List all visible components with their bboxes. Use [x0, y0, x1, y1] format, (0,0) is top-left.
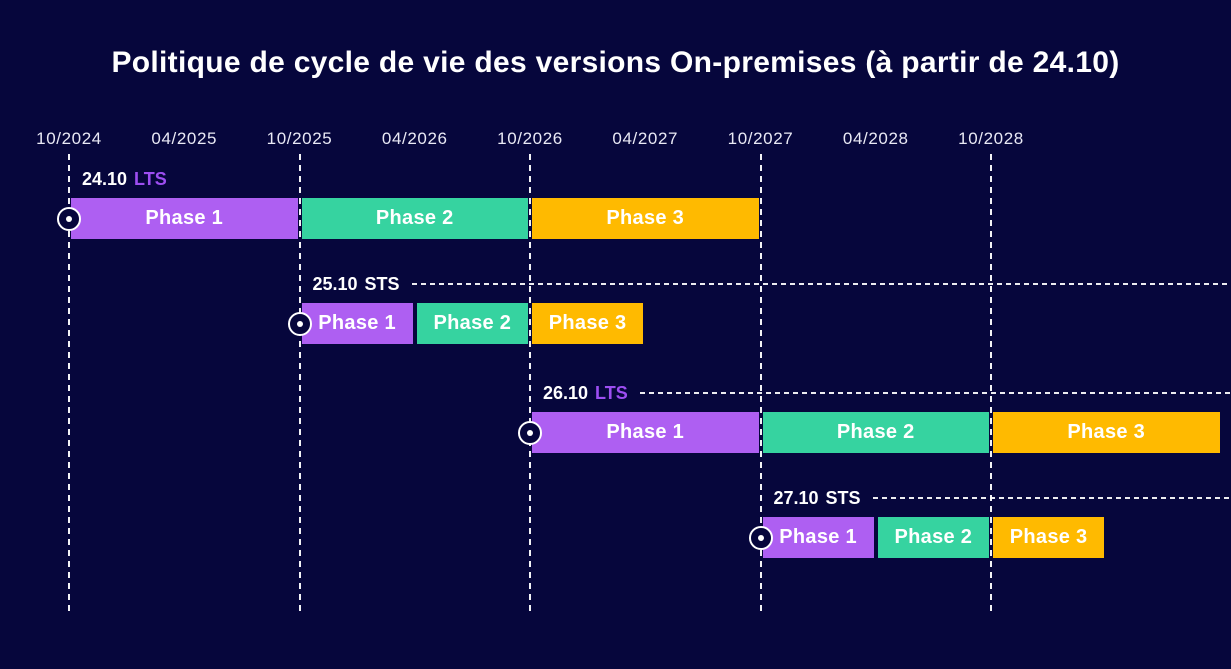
- channel-badge: LTS: [595, 383, 628, 403]
- marker-dot-icon: [527, 429, 533, 436]
- row-label-25.10: 25.10 STS: [313, 274, 400, 294]
- marker-dot-icon: [296, 320, 303, 327]
- release-start-marker: [57, 206, 81, 231]
- release-start-marker: [287, 311, 312, 336]
- channel-badge: STS: [825, 488, 861, 508]
- marker-dot-icon: [66, 215, 72, 222]
- axis-tick-label: 04/2025: [151, 129, 218, 148]
- version-number: 27.10: [773, 488, 819, 508]
- axis-tick-label: 10/2027: [727, 129, 794, 148]
- axis-tick-label: 10/2026: [497, 129, 563, 148]
- vertical-gridline: [529, 154, 531, 612]
- row-label-27.10: 27.10 STS: [774, 488, 861, 508]
- phase-bar-27.10-p3: Phase 3: [993, 517, 1105, 558]
- version-number: 24.10: [82, 169, 128, 189]
- dotted-guide-line: [872, 497, 1231, 499]
- phase-bar-26.10-p1: Phase 1: [532, 412, 759, 453]
- axis-tick-label: 10/2025: [266, 129, 333, 148]
- axis-tick-label: 04/2026: [381, 129, 448, 148]
- page-title: Politique de cycle de vie des versions O…: [111, 46, 1120, 79]
- phase-bar-25.10-p2: Phase 2: [416, 303, 528, 344]
- vertical-gridline: [68, 154, 70, 612]
- phase-bar-24.10-p1: Phase 1: [71, 198, 298, 239]
- phase-bar-26.10-p2: Phase 2: [762, 412, 989, 453]
- axis-tick-label: 10/2028: [958, 129, 1024, 148]
- phase-bar-25.10-p3: Phase 3: [532, 303, 644, 344]
- phase-bar-27.10-p1: Phase 1: [762, 517, 874, 558]
- vertical-gridline: [298, 154, 301, 612]
- row-label-24.10: 24.10 LTS: [82, 169, 167, 189]
- phase-bar-27.10-p2: Phase 2: [877, 517, 989, 558]
- release-start-marker: [748, 525, 773, 550]
- dotted-guide-line: [411, 283, 1231, 285]
- version-number: 25.10: [312, 274, 358, 294]
- vertical-gridline: [990, 154, 992, 612]
- release-start-marker: [518, 420, 542, 445]
- axis-tick-label: 04/2028: [842, 129, 909, 148]
- phase-bar-25.10-p1: Phase 1: [301, 303, 413, 344]
- phase-bar-24.10-p2: Phase 2: [301, 198, 528, 239]
- axis-tick-label: 10/2024: [36, 129, 102, 148]
- row-label-26.10: 26.10 LTS: [543, 383, 628, 403]
- phase-bar-26.10-p3: Phase 3: [993, 412, 1220, 453]
- dotted-guide-line: [640, 392, 1231, 394]
- channel-badge: LTS: [134, 169, 167, 189]
- vertical-gridline: [759, 154, 762, 612]
- channel-badge: STS: [364, 274, 400, 294]
- axis-tick-label: 04/2027: [612, 129, 679, 148]
- phase-bar-24.10-p3: Phase 3: [532, 198, 759, 239]
- marker-dot-icon: [757, 534, 764, 541]
- version-number: 26.10: [543, 383, 589, 403]
